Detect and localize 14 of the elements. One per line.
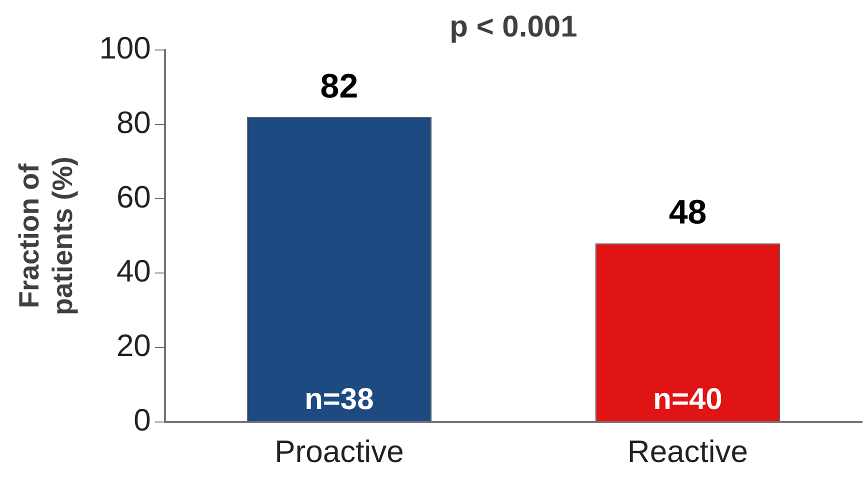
text: p < 0.001 — [450, 10, 578, 44]
y-tick-label: 80 — [116, 104, 151, 140]
annotation: n=38 — [304, 383, 374, 416]
annotation: n=40 — [653, 383, 722, 416]
y-tick-label: 100 — [99, 30, 151, 66]
x-tick-label: Proactive — [274, 434, 404, 469]
data-label: 82 — [320, 67, 358, 106]
y-axis-title: Fraction of patients (%) — [14, 156, 78, 316]
x-tick-label: Reactive — [627, 434, 748, 469]
y-tick-label: 60 — [116, 179, 151, 214]
y-tick-label: 40 — [116, 254, 151, 289]
y-tick-label: 20 — [116, 328, 151, 363]
y-tick-label: 0 — [134, 402, 151, 438]
data-label: 48 — [668, 194, 707, 232]
